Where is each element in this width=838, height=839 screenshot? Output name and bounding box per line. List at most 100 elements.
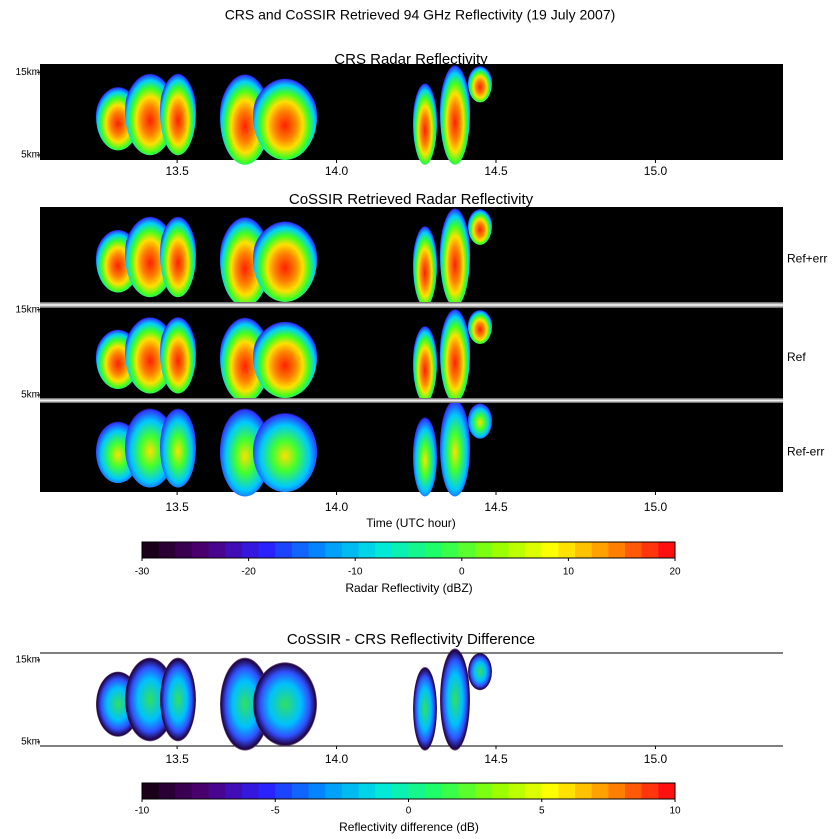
colorbar-cell: [158, 783, 176, 799]
colorbar-cell: [391, 542, 409, 558]
colorbar-cell: [641, 783, 659, 799]
cloud-echo: [440, 648, 470, 751]
colorbar-tick-label: 10: [669, 806, 681, 817]
row-label: Ref: [787, 350, 806, 364]
cloud-echo: [468, 207, 492, 245]
cloud-echo: [253, 216, 317, 302]
colorbar-cell: [375, 542, 393, 558]
colorbar-cell: [341, 542, 360, 558]
colorbar-tick-label: -10: [135, 806, 150, 817]
colorbar-cell: [358, 542, 376, 558]
row-separator: [40, 398, 783, 403]
colorbar-cell: [525, 783, 543, 799]
cloud-echo: [253, 662, 317, 747]
colorbar-tick-label: 10: [563, 567, 575, 578]
colorbar-cell: [458, 783, 476, 799]
x-tick-label: 14.5: [484, 500, 508, 514]
colorbar-cell: [608, 542, 626, 558]
y-tick-label: 15km: [16, 67, 40, 78]
colorbar-cell: [225, 542, 243, 558]
cloud-echo: [440, 59, 470, 165]
cloud-echo: [160, 407, 196, 488]
colorbar-cell: [358, 783, 376, 799]
colorbar-tick-label: -30: [135, 567, 150, 578]
y-tick-label: 5km: [21, 390, 40, 401]
x-tick-label: 13.5: [165, 752, 189, 766]
colorbar-cell: [558, 542, 576, 558]
colorbar-cell: [308, 783, 326, 799]
colorbar-cell: [525, 542, 543, 558]
colorbar-cell: [508, 783, 526, 799]
y-tick-label: 15km: [16, 655, 40, 666]
x-tick-label: 14.0: [325, 752, 349, 766]
row-label: Ref+err: [787, 252, 827, 266]
colorbar-cell: [275, 783, 293, 799]
colorbar-cell: [475, 542, 493, 558]
cloud-echo: [160, 312, 196, 394]
cloud-echo: [160, 211, 196, 298]
x-tick-label: 14.0: [325, 500, 349, 514]
colorbar-cell: [258, 542, 276, 558]
x-tick-label: 15.0: [644, 752, 668, 766]
colorbar-cell: [142, 783, 160, 799]
panel-title: CoSSIR - CRS Reflectivity Difference: [287, 631, 535, 648]
colorbar-cell: [341, 783, 360, 799]
colorbar-cell: [608, 783, 626, 799]
colorbar-cell: [175, 783, 193, 799]
colorbar-cell: [441, 783, 459, 799]
colorbar-cell: [208, 542, 226, 558]
colorbar-cell: [241, 783, 260, 799]
colorbar-tick-label: 20: [669, 567, 681, 578]
colorbar-cell: [441, 542, 459, 558]
colorbar-cell: [291, 542, 310, 558]
cloud-echo: [253, 73, 317, 160]
cloud-echo: [413, 321, 437, 403]
colorbar-cell: [391, 783, 409, 799]
colorbar-cell: [175, 542, 193, 558]
colorbar-cell: [408, 783, 426, 799]
x-tick-label: 14.5: [484, 164, 508, 178]
colorbar-cell: [558, 783, 576, 799]
colorbar-cell: [425, 542, 443, 558]
cloud-echo: [160, 657, 196, 742]
colorbar-cell: [408, 542, 426, 558]
colorbar-cell: [658, 542, 676, 558]
cloud-echo: [413, 416, 437, 497]
cloud-echo: [468, 403, 492, 439]
colorbar-tick-label: 0: [459, 567, 465, 578]
colorbar-cell: [658, 783, 676, 799]
colorbar-cell: [158, 542, 176, 558]
panel-title: CoSSIR Retrieved Radar Reflectivity: [289, 191, 534, 208]
cloud-echo: [468, 308, 492, 344]
row-label: Ref-err: [787, 445, 824, 459]
colorbar-cell: [575, 783, 593, 799]
colorbar-cell: [275, 542, 293, 558]
cloud-echo: [253, 411, 317, 493]
cloud-echo: [220, 68, 270, 165]
x-axis-label: Time (UTC hour): [366, 516, 456, 530]
x-tick-label: 14.0: [325, 164, 349, 178]
cloud-echo: [468, 653, 492, 691]
colorbar-cell: [375, 783, 393, 799]
cloud-echo: [160, 68, 196, 156]
cloud-echo: [220, 211, 270, 307]
colorbar-cell: [591, 542, 609, 558]
colorbar-label: Radar Reflectivity (dBZ): [345, 581, 472, 595]
colorbar-cell: [191, 542, 210, 558]
colorbar-tick-label: 5: [539, 806, 545, 817]
colorbar-cell: [142, 542, 160, 558]
x-tick-label: 13.5: [165, 500, 189, 514]
cloud-echo: [220, 407, 270, 497]
cloud-echo: [440, 303, 470, 403]
colorbar-cell: [541, 783, 559, 799]
cloud-echo: [253, 317, 317, 398]
cloud-echo: [220, 657, 270, 751]
row-separator: [40, 302, 783, 308]
colorbar-label: Reflectivity difference (dB): [339, 820, 479, 834]
colorbar-cell: [241, 542, 260, 558]
colorbar-cell: [508, 542, 526, 558]
colorbar-cell: [258, 783, 276, 799]
colorbar-cell: [225, 783, 243, 799]
y-tick-label: 5km: [21, 150, 40, 161]
